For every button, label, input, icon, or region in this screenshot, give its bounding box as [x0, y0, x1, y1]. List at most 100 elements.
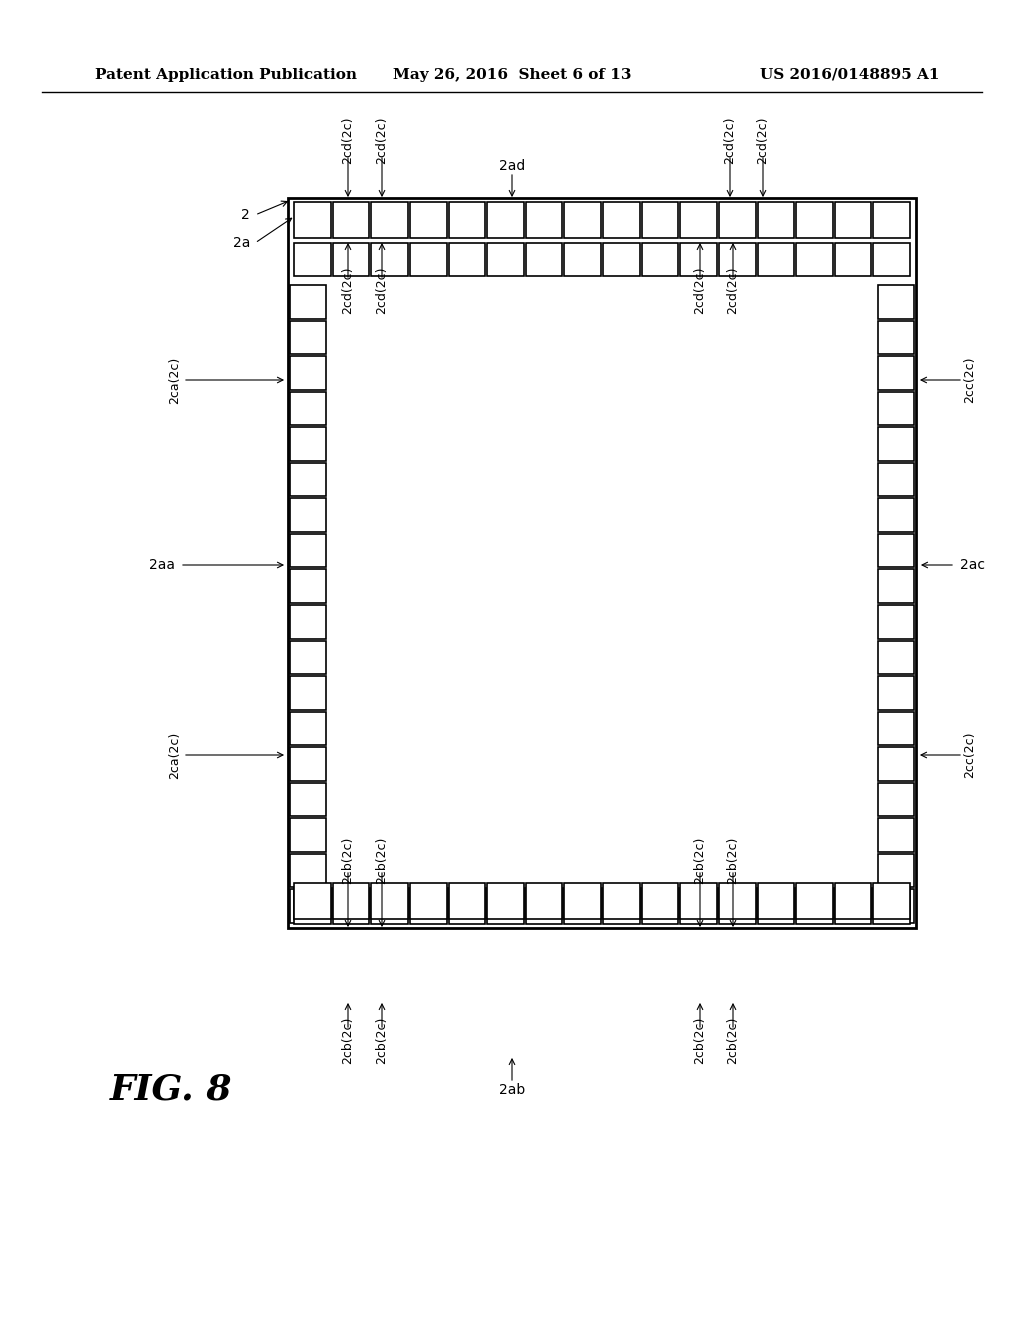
- Bar: [290, 890, 326, 923]
- Text: 2cb(2c): 2cb(2c): [341, 1016, 354, 1064]
- Bar: [487, 888, 523, 924]
- Bar: [290, 676, 326, 710]
- Bar: [680, 243, 717, 276]
- Bar: [603, 888, 640, 924]
- Text: US 2016/0148895 A1: US 2016/0148895 A1: [761, 69, 940, 82]
- Bar: [294, 202, 331, 238]
- Text: 2aa: 2aa: [150, 558, 175, 572]
- Bar: [796, 202, 833, 238]
- Bar: [719, 243, 756, 276]
- Bar: [878, 463, 914, 496]
- Bar: [878, 499, 914, 532]
- Text: May 26, 2016  Sheet 6 of 13: May 26, 2016 Sheet 6 of 13: [393, 69, 631, 82]
- Bar: [878, 676, 914, 710]
- Bar: [642, 202, 678, 238]
- Bar: [525, 243, 562, 276]
- Bar: [525, 202, 562, 238]
- Text: 2cd(2c): 2cd(2c): [341, 116, 354, 164]
- Bar: [290, 783, 326, 816]
- Bar: [372, 243, 408, 276]
- Bar: [487, 883, 523, 919]
- Bar: [290, 285, 326, 318]
- Bar: [878, 533, 914, 568]
- Text: 2cc(2c): 2cc(2c): [964, 731, 977, 779]
- Bar: [873, 888, 910, 924]
- Bar: [372, 888, 408, 924]
- Bar: [878, 711, 914, 746]
- Bar: [873, 883, 910, 919]
- Text: FIG. 8: FIG. 8: [110, 1073, 232, 1107]
- Bar: [410, 243, 446, 276]
- Bar: [410, 202, 446, 238]
- Text: 2ad: 2ad: [499, 158, 525, 173]
- Bar: [525, 883, 562, 919]
- Text: 2cb(2c): 2cb(2c): [726, 1016, 739, 1064]
- Bar: [878, 818, 914, 851]
- Bar: [449, 243, 485, 276]
- Bar: [719, 883, 756, 919]
- Bar: [796, 883, 833, 919]
- Bar: [564, 243, 601, 276]
- Bar: [290, 463, 326, 496]
- Bar: [642, 888, 678, 924]
- Text: 2a: 2a: [232, 236, 250, 249]
- Text: 2ca(2c): 2ca(2c): [169, 731, 181, 779]
- Bar: [603, 243, 640, 276]
- Text: 2ab: 2ab: [499, 1082, 525, 1097]
- Bar: [835, 883, 871, 919]
- Bar: [878, 783, 914, 816]
- Bar: [758, 888, 795, 924]
- Bar: [680, 883, 717, 919]
- Text: 2cd(2c): 2cd(2c): [757, 116, 769, 164]
- Bar: [333, 243, 370, 276]
- Bar: [878, 640, 914, 675]
- Bar: [290, 356, 326, 389]
- Text: 2cd(2c): 2cd(2c): [724, 116, 736, 164]
- Bar: [564, 883, 601, 919]
- Text: 2cd(2c): 2cd(2c): [693, 267, 707, 314]
- Bar: [758, 202, 795, 238]
- Text: 2ac: 2ac: [961, 558, 985, 572]
- Text: 2: 2: [242, 209, 250, 222]
- Text: Patent Application Publication: Patent Application Publication: [95, 69, 357, 82]
- Text: 2cd(2c): 2cd(2c): [376, 116, 388, 164]
- Bar: [603, 202, 640, 238]
- Bar: [290, 747, 326, 780]
- Bar: [449, 888, 485, 924]
- Bar: [796, 243, 833, 276]
- Bar: [680, 888, 717, 924]
- Bar: [603, 883, 640, 919]
- Bar: [333, 202, 370, 238]
- Bar: [719, 888, 756, 924]
- Bar: [290, 499, 326, 532]
- Bar: [290, 854, 326, 887]
- Bar: [878, 428, 914, 461]
- Bar: [290, 640, 326, 675]
- Bar: [525, 888, 562, 924]
- Text: 2cb(2c): 2cb(2c): [376, 1016, 388, 1064]
- Bar: [835, 888, 871, 924]
- Bar: [758, 883, 795, 919]
- Text: 2ca(2c): 2ca(2c): [169, 356, 181, 404]
- Text: 2cd(2c): 2cd(2c): [726, 267, 739, 314]
- Bar: [835, 243, 871, 276]
- Bar: [294, 883, 331, 919]
- Bar: [642, 243, 678, 276]
- Text: 2cd(2c): 2cd(2c): [341, 267, 354, 314]
- Bar: [290, 533, 326, 568]
- Bar: [290, 321, 326, 354]
- Bar: [294, 243, 331, 276]
- Bar: [288, 198, 916, 928]
- Text: 2cb(2c): 2cb(2c): [376, 837, 388, 883]
- Bar: [835, 202, 871, 238]
- Bar: [487, 202, 523, 238]
- Bar: [878, 747, 914, 780]
- Bar: [878, 890, 914, 923]
- Bar: [680, 202, 717, 238]
- Bar: [878, 569, 914, 603]
- Bar: [878, 321, 914, 354]
- Bar: [878, 356, 914, 389]
- Bar: [449, 883, 485, 919]
- Bar: [873, 202, 910, 238]
- Bar: [796, 888, 833, 924]
